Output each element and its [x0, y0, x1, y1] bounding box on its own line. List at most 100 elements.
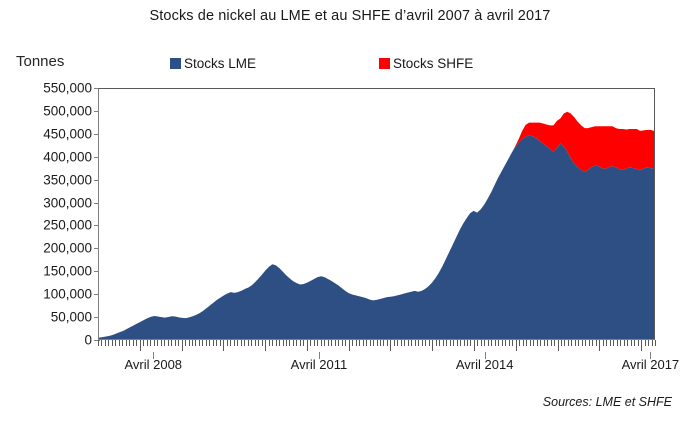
x-tick-minor	[317, 340, 319, 346]
x-tick-minor	[261, 340, 263, 346]
x-tick-minor	[160, 340, 162, 346]
x-tick-minor	[320, 340, 322, 346]
y-tick-mark	[94, 248, 100, 250]
y-tick-mark	[94, 294, 100, 296]
legend-label-lme: Stocks LME	[184, 56, 257, 71]
x-tick-minor	[376, 340, 378, 346]
x-tick-minor	[366, 340, 368, 346]
x-tick-minor	[428, 340, 430, 346]
x-tick-minor	[150, 340, 152, 346]
x-tick-minor	[484, 340, 486, 346]
x-tick-minor	[655, 340, 656, 346]
y-tick-label: 450,000	[43, 126, 92, 142]
x-tick-major	[390, 340, 392, 351]
x-tick-minor	[442, 340, 444, 346]
x-tick-minor	[379, 340, 381, 346]
x-tick-minor	[355, 340, 357, 346]
x-tick-minor	[446, 340, 448, 346]
x-tick-minor	[275, 340, 277, 346]
legend-item-stocks-shfe[interactable]: Stocks SHFE	[379, 56, 473, 71]
y-tick-mark	[94, 317, 100, 319]
x-tick-major	[139, 340, 141, 351]
y-tick-mark	[94, 202, 100, 204]
x-tick-minor	[470, 340, 472, 346]
x-tick-minor	[630, 340, 632, 346]
x-tick-minor	[613, 340, 615, 346]
x-tick-minor	[188, 340, 190, 346]
x-tick-minor	[303, 340, 305, 346]
x-tick-minor	[543, 340, 545, 346]
x-tick-minor	[540, 340, 542, 346]
x-tick-minor	[212, 340, 214, 346]
x-tick-minor	[167, 340, 169, 346]
x-tick-minor	[651, 340, 653, 346]
x-tick-minor	[282, 340, 284, 346]
x-tick-minor	[136, 340, 138, 346]
x-tick-minor	[352, 340, 354, 346]
x-tick-minor	[498, 340, 500, 346]
x-tick-major	[306, 340, 308, 351]
y-tick-mark	[94, 110, 100, 112]
x-tick-minor	[435, 340, 437, 346]
x-tick-minor	[98, 340, 99, 346]
x-tick-minor	[571, 340, 573, 346]
x-tick-minor	[467, 340, 468, 346]
x-tick-minor	[637, 340, 639, 346]
x-tick-minor	[313, 340, 315, 346]
x-tick-minor	[505, 340, 507, 346]
x-tick-minor	[230, 340, 232, 346]
y-tick-label: 500,000	[43, 103, 92, 119]
x-tick-minor	[115, 340, 117, 346]
x-tick-minor	[209, 340, 211, 346]
x-tick-minor	[258, 340, 260, 346]
x-tick-minor	[226, 340, 228, 346]
x-tick-minor	[164, 340, 166, 346]
x-tick-minor	[216, 340, 218, 346]
x-tick-minor	[567, 340, 569, 346]
x-tick-minor	[383, 340, 385, 346]
chart-legend: Stocks LME Stocks SHFE	[170, 56, 473, 71]
legend-label-shfe: Stocks SHFE	[393, 56, 474, 71]
y-axis-title: Tonnes	[16, 53, 65, 70]
x-tick-minor	[533, 340, 535, 346]
x-tick-minor	[174, 340, 176, 346]
x-tick-minor	[453, 340, 455, 346]
x-tick-minor	[491, 340, 493, 346]
x-tick-label: Avril 2011	[290, 357, 348, 372]
legend-swatch-shfe	[379, 58, 391, 69]
x-tick-minor	[616, 340, 618, 346]
x-tick-minor	[439, 340, 441, 346]
x-tick-minor	[254, 340, 256, 346]
x-tick-minor	[536, 340, 538, 346]
x-tick-minor	[386, 340, 388, 346]
x-tick-minor	[285, 340, 287, 346]
x-tick-minor	[634, 340, 636, 346]
x-tick-major	[348, 340, 350, 351]
x-tick-minor	[404, 340, 406, 346]
x-tick-minor	[195, 340, 197, 346]
x-tick-minor	[369, 340, 371, 346]
x-tick-minor	[129, 340, 131, 346]
y-tick-label: 400,000	[43, 149, 92, 165]
x-tick-minor	[345, 340, 347, 346]
y-tick-mark	[94, 340, 100, 341]
x-tick-minor	[460, 340, 462, 346]
y-tick-label: 550,000	[43, 80, 92, 96]
x-tick-minor	[185, 340, 187, 346]
x-label-pointer	[318, 352, 320, 359]
legend-item-stocks-lme[interactable]: Stocks LME	[170, 56, 256, 71]
x-tick-major	[432, 340, 434, 351]
y-tick-mark	[94, 156, 100, 158]
y-tick-mark	[94, 88, 100, 89]
x-label-pointer	[484, 352, 486, 359]
x-tick-major	[599, 340, 601, 351]
x-tick-minor	[310, 340, 312, 346]
x-tick-major	[473, 340, 475, 351]
x-tick-minor	[219, 340, 221, 346]
y-tick-mark	[94, 225, 100, 227]
x-tick-label: Avril 2014	[455, 357, 514, 372]
x-tick-minor	[648, 340, 650, 346]
x-tick-minor	[585, 340, 587, 346]
y-tick-label: 350,000	[43, 172, 92, 188]
x-tick-minor	[456, 340, 458, 346]
